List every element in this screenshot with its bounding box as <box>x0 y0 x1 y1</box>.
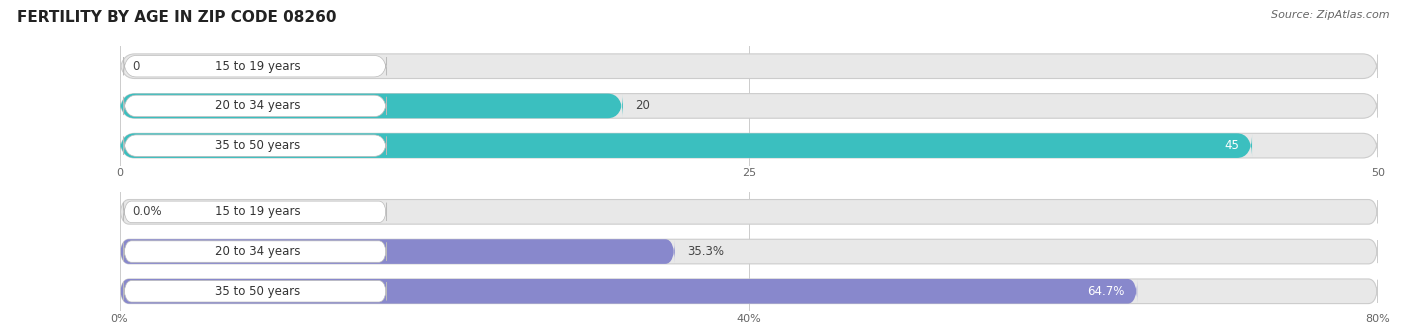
Text: Source: ZipAtlas.com: Source: ZipAtlas.com <box>1271 10 1389 20</box>
FancyBboxPatch shape <box>120 54 1378 78</box>
Text: 20: 20 <box>636 99 651 113</box>
FancyBboxPatch shape <box>120 94 1378 118</box>
FancyBboxPatch shape <box>120 133 1378 158</box>
FancyBboxPatch shape <box>120 200 1378 224</box>
FancyBboxPatch shape <box>120 239 675 264</box>
FancyBboxPatch shape <box>120 279 1137 304</box>
Text: 0: 0 <box>132 60 139 73</box>
Text: 64.7%: 64.7% <box>1087 285 1125 298</box>
FancyBboxPatch shape <box>124 281 387 302</box>
FancyBboxPatch shape <box>120 133 1251 158</box>
Text: 20 to 34 years: 20 to 34 years <box>215 99 301 113</box>
FancyBboxPatch shape <box>124 135 387 156</box>
FancyBboxPatch shape <box>124 241 387 262</box>
FancyBboxPatch shape <box>124 201 387 222</box>
Text: 35.3%: 35.3% <box>688 245 724 258</box>
Text: 35 to 50 years: 35 to 50 years <box>215 285 301 298</box>
Text: 15 to 19 years: 15 to 19 years <box>215 205 301 218</box>
FancyBboxPatch shape <box>124 95 387 117</box>
Text: 15 to 19 years: 15 to 19 years <box>215 60 301 73</box>
Text: 20 to 34 years: 20 to 34 years <box>215 245 301 258</box>
FancyBboxPatch shape <box>120 94 623 118</box>
FancyBboxPatch shape <box>120 279 1378 304</box>
Text: FERTILITY BY AGE IN ZIP CODE 08260: FERTILITY BY AGE IN ZIP CODE 08260 <box>17 10 336 25</box>
Text: 35 to 50 years: 35 to 50 years <box>215 139 301 152</box>
Text: 0.0%: 0.0% <box>132 205 162 218</box>
FancyBboxPatch shape <box>120 239 1378 264</box>
Text: 45: 45 <box>1225 139 1240 152</box>
FancyBboxPatch shape <box>124 56 387 77</box>
